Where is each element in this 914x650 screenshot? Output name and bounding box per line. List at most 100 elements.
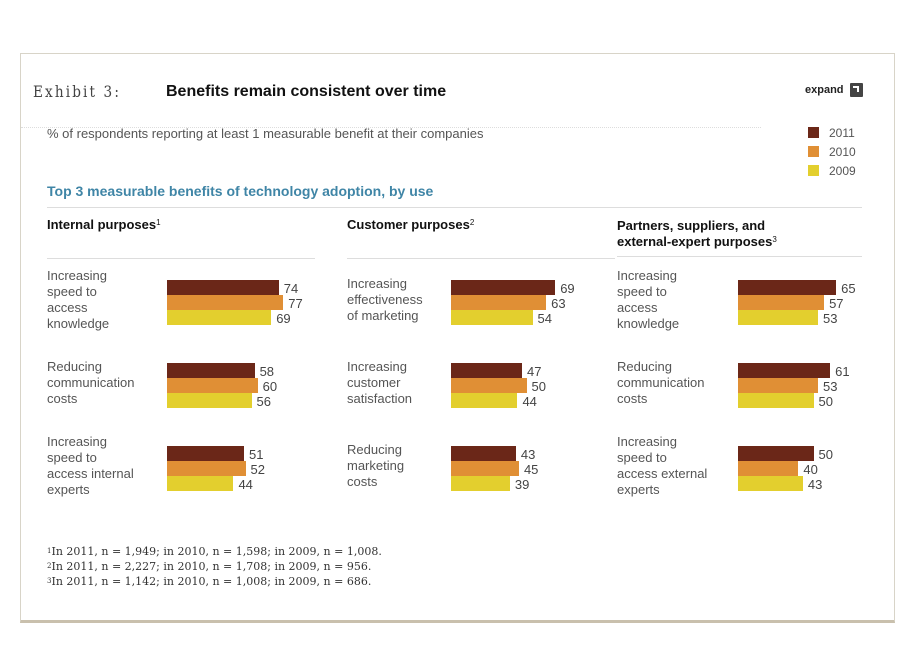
- bar-2010: [451, 378, 527, 393]
- section-divider: [47, 207, 862, 208]
- panel-heading-text: Internal purposes: [47, 217, 157, 232]
- bar-2011: [167, 363, 255, 378]
- category-label-line: access external: [617, 466, 708, 481]
- expand-label[interactable]: expand: [805, 84, 844, 96]
- category-label-line: speed to: [47, 284, 97, 299]
- data-label-2009: 54: [537, 311, 552, 326]
- bar-2009: [738, 476, 803, 491]
- legend: 2011 2010 2009: [808, 123, 856, 180]
- panel-heading-line: external-expert purposes: [617, 234, 773, 249]
- category-label-line: costs: [47, 391, 78, 406]
- bar-2010: [167, 295, 284, 310]
- panel-divider: [47, 258, 315, 259]
- category-label-line: access internal: [47, 466, 134, 481]
- bar-2009: [167, 393, 252, 408]
- panel-divider: [617, 256, 862, 257]
- footnote-text: In 2011, n = 2,227; in 2010, n = 1,708; …: [51, 560, 372, 573]
- data-label-2010: 52: [250, 462, 265, 477]
- data-label-2009: 53: [823, 311, 838, 326]
- bar-2010: [451, 295, 547, 310]
- category-label-line: knowledge: [47, 316, 110, 331]
- category-label-line: experts: [617, 482, 660, 497]
- panel-heading-text: Customer purposes: [347, 217, 470, 232]
- bar-2009: [451, 393, 518, 408]
- expand-button[interactable]: expand: [805, 83, 863, 97]
- data-label-2009: 69: [276, 311, 291, 326]
- data-label-2009: 43: [807, 477, 823, 492]
- data-label-2011: 51: [249, 447, 264, 462]
- bar-2009: [167, 310, 272, 325]
- legend-item-2010: 2010: [808, 142, 856, 161]
- category-label-line: effectiveness: [347, 292, 423, 307]
- category-label: Increasing speed to access knowledge: [617, 268, 732, 332]
- bar-2011: [738, 446, 814, 461]
- data-label-2011: 74: [283, 281, 299, 296]
- footnote-ref: 2: [469, 218, 475, 227]
- bar-2009: [738, 393, 814, 408]
- legend-swatch-2011: [808, 127, 819, 138]
- category-label-line: speed to: [47, 450, 97, 465]
- legend-swatch-2009: [808, 165, 819, 176]
- panel-heading: Internal purposes1: [47, 217, 161, 233]
- category-label-line: Reducing: [47, 359, 102, 374]
- category-label: Reducing communication costs: [617, 359, 732, 407]
- exhibit-title: Benefits remain consistent over time: [166, 83, 447, 100]
- category-label-line: Increasing: [617, 268, 677, 283]
- category-label: Increasing speed to access knowledge: [47, 268, 162, 332]
- category-label-line: Increasing: [47, 268, 107, 283]
- footnote-text: In 2011, n = 1,142; in 2010, n = 1,008; …: [51, 575, 372, 588]
- category-label-line: speed to: [617, 450, 667, 465]
- data-label-2011: 47: [526, 364, 542, 379]
- category-label-line: of marketing: [347, 308, 419, 323]
- data-label-2010: 50: [531, 379, 546, 394]
- category-label-line: satisfaction: [347, 391, 413, 406]
- exhibit-label: Exhibit 3:: [33, 82, 122, 101]
- bar-2011: [738, 280, 837, 295]
- footnote: 3In 2011, n = 1,142; in 2010, n = 1,008;…: [47, 574, 382, 589]
- category-label: Increasing speed to access internal experts: [47, 434, 162, 498]
- panel-heading: Customer purposes2: [347, 217, 474, 233]
- category-label: Increasing customer satisfaction: [347, 359, 462, 407]
- category-label-line: customer: [347, 375, 401, 390]
- data-label-2011: 50: [818, 447, 833, 462]
- footnote-marker: 1: [47, 547, 52, 555]
- footnote: 1In 2011, n = 1,949; in 2010, n = 1,598;…: [47, 544, 382, 559]
- category-label-line: communication: [617, 375, 705, 390]
- expand-icon[interactable]: [849, 83, 863, 97]
- data-label-2010: 57: [829, 296, 844, 311]
- panel-heading-line: Partners, suppliers, and: [617, 218, 766, 233]
- footnote: 2In 2011, n = 2,227; in 2010, n = 1,708;…: [47, 559, 382, 574]
- legend-label: 2010: [829, 144, 856, 159]
- bar-2010: [738, 295, 825, 310]
- legend-item-2009: 2009: [808, 161, 856, 180]
- data-label-2010: 45: [523, 462, 539, 477]
- bar-2010: [451, 461, 519, 476]
- category-label-line: Increasing: [617, 434, 677, 449]
- category-label-line: access: [47, 300, 88, 315]
- category-label: Increasing effectiveness of marketing: [347, 276, 462, 324]
- section-title: Top 3 measurable benefits of technology …: [47, 183, 434, 199]
- category-label-line: speed to: [617, 284, 667, 299]
- chart-subtitle: % of respondents reporting at least 1 me…: [47, 126, 484, 141]
- footnote-ref: 3: [772, 235, 777, 244]
- bar-2011: [451, 363, 522, 378]
- footnote-text: In 2011, n = 1,949; in 2010, n = 1,598; …: [51, 545, 382, 558]
- category-label-line: costs: [617, 391, 648, 406]
- legend-label: 2011: [829, 125, 855, 140]
- category-label-line: costs: [347, 474, 378, 489]
- data-label-2011: 43: [520, 447, 536, 462]
- category-label-line: experts: [47, 482, 90, 497]
- data-label-2010: 77: [288, 296, 303, 311]
- legend-item-2011: 2011: [808, 123, 856, 142]
- bar-2009: [167, 476, 234, 491]
- category-label-line: Increasing: [347, 359, 407, 374]
- bar-2011: [167, 446, 244, 461]
- footnotes: 1In 2011, n = 1,949; in 2010, n = 1,598;…: [47, 544, 382, 589]
- data-label-2011: 69: [560, 281, 575, 296]
- footnote-marker: 2: [47, 562, 52, 570]
- category-label-line: Increasing: [47, 434, 107, 449]
- data-label-2011: 61: [835, 364, 850, 379]
- footnote-marker: 3: [47, 577, 52, 585]
- bar-2009: [451, 310, 533, 325]
- category-label-line: Reducing: [347, 442, 402, 457]
